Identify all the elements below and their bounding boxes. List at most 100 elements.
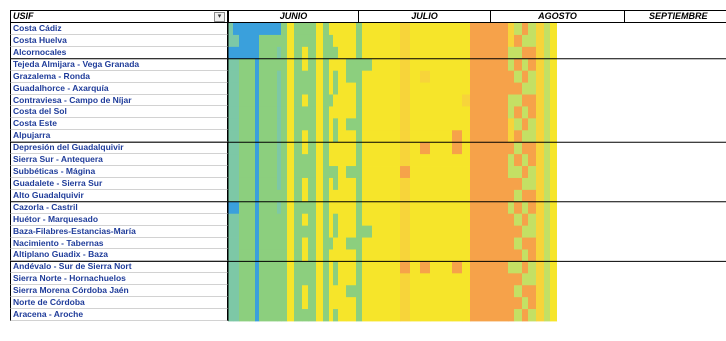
usif-row-label[interactable]: Guadalhorce - Axarquía <box>10 82 228 95</box>
heatmap-cell <box>249 130 256 143</box>
usif-row-label[interactable]: Nacimiento - Tabernas <box>10 237 228 250</box>
heatmap-cell <box>233 249 240 262</box>
heatmap-cell <box>522 106 529 119</box>
heatmap-cell <box>249 23 256 36</box>
heatmap-cell <box>294 213 303 227</box>
heatmap-cell <box>294 166 303 179</box>
usif-row-label[interactable]: Altiplano Guadix - Baza <box>10 249 228 262</box>
heatmap-cell <box>470 154 509 167</box>
heatmap-cell <box>528 189 537 203</box>
heatmap-cell <box>528 82 537 95</box>
heatmap-cell <box>239 34 250 48</box>
heatmap-cell <box>372 70 381 83</box>
usif-row-label[interactable]: Cazorla - Castril <box>10 201 228 214</box>
heatmap-cell <box>239 70 250 83</box>
heatmap-cell <box>420 106 431 119</box>
heatmap-cell <box>536 82 545 95</box>
heatmap-cell <box>514 154 523 167</box>
usif-row-label[interactable]: Andévalo - Sur de Sierra Nort <box>10 261 228 274</box>
heatmap-cell <box>470 297 509 310</box>
heatmap-cell <box>255 142 260 155</box>
usif-row-label[interactable]: Sierra Morena Córdoba Jaén <box>10 285 228 298</box>
heatmap-cell <box>550 285 558 298</box>
heatmap-cell <box>557 166 593 179</box>
heatmap-cell <box>277 166 282 179</box>
heatmap-cell <box>380 297 393 310</box>
heatmap-cell <box>528 237 537 250</box>
usif-row-label[interactable]: Norte de Córdoba <box>10 297 228 310</box>
heatmap-cell <box>440 166 453 179</box>
heatmap-cell <box>430 142 441 155</box>
heatmap-cell <box>346 82 357 95</box>
heatmap-cell <box>462 166 471 179</box>
heatmap-cell <box>544 23 551 36</box>
heatmap-cell <box>338 82 347 95</box>
heatmap-cell <box>522 154 529 167</box>
heatmap-cell <box>255 94 260 107</box>
heatmap-cell <box>228 309 234 322</box>
usif-row-label[interactable]: Depresión del Guadalquivir <box>10 142 228 155</box>
usif-row-label[interactable]: Alto Guadalquivir <box>10 189 228 202</box>
heatmap-cell <box>255 201 260 215</box>
filter-dropdown-button[interactable]: ▾ <box>214 12 225 22</box>
heatmap-cell <box>544 118 551 131</box>
heatmap-cell <box>372 225 381 238</box>
usif-row-label[interactable]: Alpujarra <box>10 130 228 143</box>
usif-row-label[interactable]: Guadalete - Sierra Sur <box>10 177 228 190</box>
heatmap-cell <box>255 34 260 48</box>
heatmap-cell <box>239 118 250 131</box>
usif-row-label[interactable]: Sierra Norte - Hornachuelos <box>10 273 228 286</box>
heatmap-cell <box>346 261 357 274</box>
heatmap-cell <box>294 118 303 131</box>
usif-row-label[interactable]: Subbéticas - Mágina <box>10 166 228 178</box>
heatmap-cell <box>522 225 529 238</box>
heatmap-cell <box>462 177 471 191</box>
heatmap-cell <box>346 106 357 119</box>
usif-row-label[interactable]: Alcornocales <box>10 46 228 59</box>
usif-row-label[interactable]: Costa del Sol <box>10 106 228 119</box>
heatmap-cell <box>356 201 363 215</box>
heatmap-cell <box>550 249 558 262</box>
heatmap-cell <box>233 201 240 215</box>
heatmap-cell <box>508 213 515 227</box>
heatmap-cell <box>536 213 545 227</box>
heatmap-cell <box>346 309 357 322</box>
usif-row-label[interactable]: Huétor - Marquesado <box>10 213 228 226</box>
heatmap-cell <box>452 58 463 72</box>
usif-row-label[interactable]: Grazalema - Ronda <box>10 70 228 83</box>
usif-row-label[interactable]: Costa Este <box>10 118 228 131</box>
heatmap-cell <box>508 118 515 131</box>
usif-row-label[interactable]: Contraviesa - Campo de Níjar <box>10 94 228 107</box>
heatmap-cell <box>410 213 421 227</box>
heatmap-cell <box>452 142 463 155</box>
chevron-down-icon: ▾ <box>217 13 222 20</box>
heatmap-cell <box>508 225 515 238</box>
usif-row-label[interactable]: Costa Cádiz <box>10 23 228 35</box>
heatmap-cell <box>430 201 441 215</box>
heatmap-cell <box>281 154 288 167</box>
usif-row-label[interactable]: Baza-Filabres-Estancias-María <box>10 225 228 238</box>
heatmap-cell <box>356 46 363 60</box>
usif-row-label[interactable]: Aracena - Aroche <box>10 309 228 321</box>
heatmap-cell <box>372 130 381 143</box>
heatmap-cell <box>544 261 551 274</box>
heatmap-cell <box>452 249 463 262</box>
heatmap-cell <box>514 261 523 274</box>
heatmap-cell <box>392 70 401 83</box>
month-header-junio: JUNIO <box>228 10 358 23</box>
heatmap-cell <box>338 70 347 83</box>
heatmap-cell <box>255 297 260 310</box>
heatmap-cell <box>522 82 529 95</box>
heatmap-cell <box>430 130 441 143</box>
usif-row-label[interactable]: Sierra Sur - Antequera <box>10 154 228 167</box>
usif-row-label[interactable]: Costa Huelva <box>10 34 228 47</box>
heatmap-cell <box>316 285 324 298</box>
heatmap-cell <box>329 34 334 48</box>
heatmap-cell <box>392 106 401 119</box>
heatmap-cell <box>281 225 288 238</box>
usif-row-label[interactable]: Tejeda Almijara - Vega Granada <box>10 58 228 71</box>
heatmap-cell <box>528 94 537 107</box>
heatmap-cell <box>356 70 363 83</box>
heatmap-cell <box>514 70 523 83</box>
heatmap-cell <box>544 70 551 83</box>
